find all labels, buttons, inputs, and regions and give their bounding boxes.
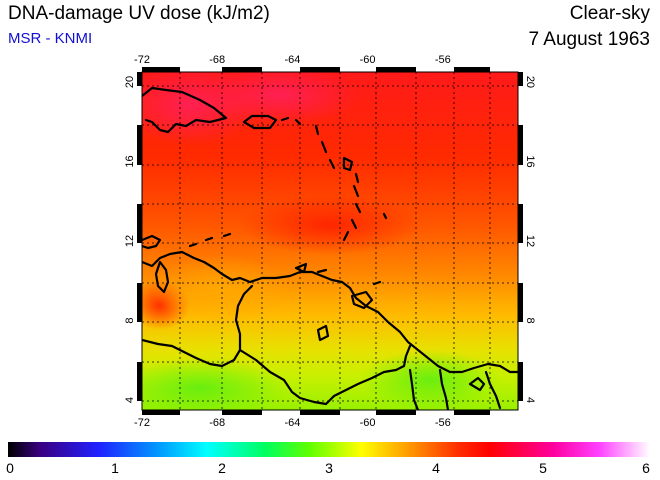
- lon-tick-label-bottom-0: -72: [134, 417, 150, 429]
- uv-field: [142, 72, 518, 410]
- lon-tick-label-top-0: -72: [134, 54, 150, 66]
- map-title: DNA-damage UV dose (kJ/m2): [8, 3, 270, 24]
- lat-tick-label-left-1: 8: [124, 317, 136, 323]
- lat-tick-label-left-3: 16: [124, 155, 136, 167]
- colorbar-tick-4: 4: [432, 460, 440, 476]
- colorbar: [8, 442, 650, 457]
- data-source-label: MSR - KNMI: [8, 30, 93, 47]
- map-grid: [142, 72, 518, 410]
- lat-tick-label-left-0: 4: [124, 397, 136, 403]
- colorbar-tick-2: 2: [218, 460, 226, 476]
- colorbar-tick-5: 5: [539, 460, 547, 476]
- lon-tick-label-top-3: -60: [360, 54, 376, 66]
- colorbar-tick-3: 3: [325, 460, 333, 476]
- lon-tick-label-top-2: -64: [284, 54, 300, 66]
- coastlines: [142, 86, 518, 410]
- lon-tick-label-top-4: -56: [435, 54, 451, 66]
- lon-tick-label-bottom-4: -56: [435, 417, 451, 429]
- lon-tick-label-bottom-2: -64: [284, 417, 300, 429]
- lat-tick-label-right-4: 20: [524, 76, 536, 88]
- sky-condition-label: Clear-sky: [569, 3, 650, 24]
- lon-tick-label-bottom-1: -68: [209, 417, 225, 429]
- uv-dose-map: -72 -72 -68 -68 -64 -64 -60 -60 -56 -56 4 4 8 8 12 12 16…: [124, 54, 536, 429]
- map-frame: [137, 67, 523, 415]
- lon-tick-label-bottom-3: -60: [360, 417, 376, 429]
- colorbar-tick-0: 0: [6, 460, 14, 476]
- lat-tick-label-right-0: 4: [524, 397, 536, 403]
- colorbar-tick-6: 6: [642, 460, 650, 476]
- lat-tick-label-left-4: 20: [124, 76, 136, 88]
- lat-tick-label-right-1: 8: [524, 317, 536, 323]
- lat-tick-label-right-2: 12: [524, 235, 536, 247]
- axis-tick-labels: -72 -72 -68 -68 -64 -64 -60 -60 -56 -56 4 4 8 8 12 12 16…: [124, 54, 536, 429]
- date-label: 7 August 1963: [528, 29, 651, 50]
- lon-tick-label-top-1: -68: [209, 54, 225, 66]
- lat-tick-label-right-3: 16: [524, 155, 536, 167]
- colorbar-tick-1: 1: [111, 460, 119, 476]
- lat-tick-label-left-2: 12: [124, 235, 136, 247]
